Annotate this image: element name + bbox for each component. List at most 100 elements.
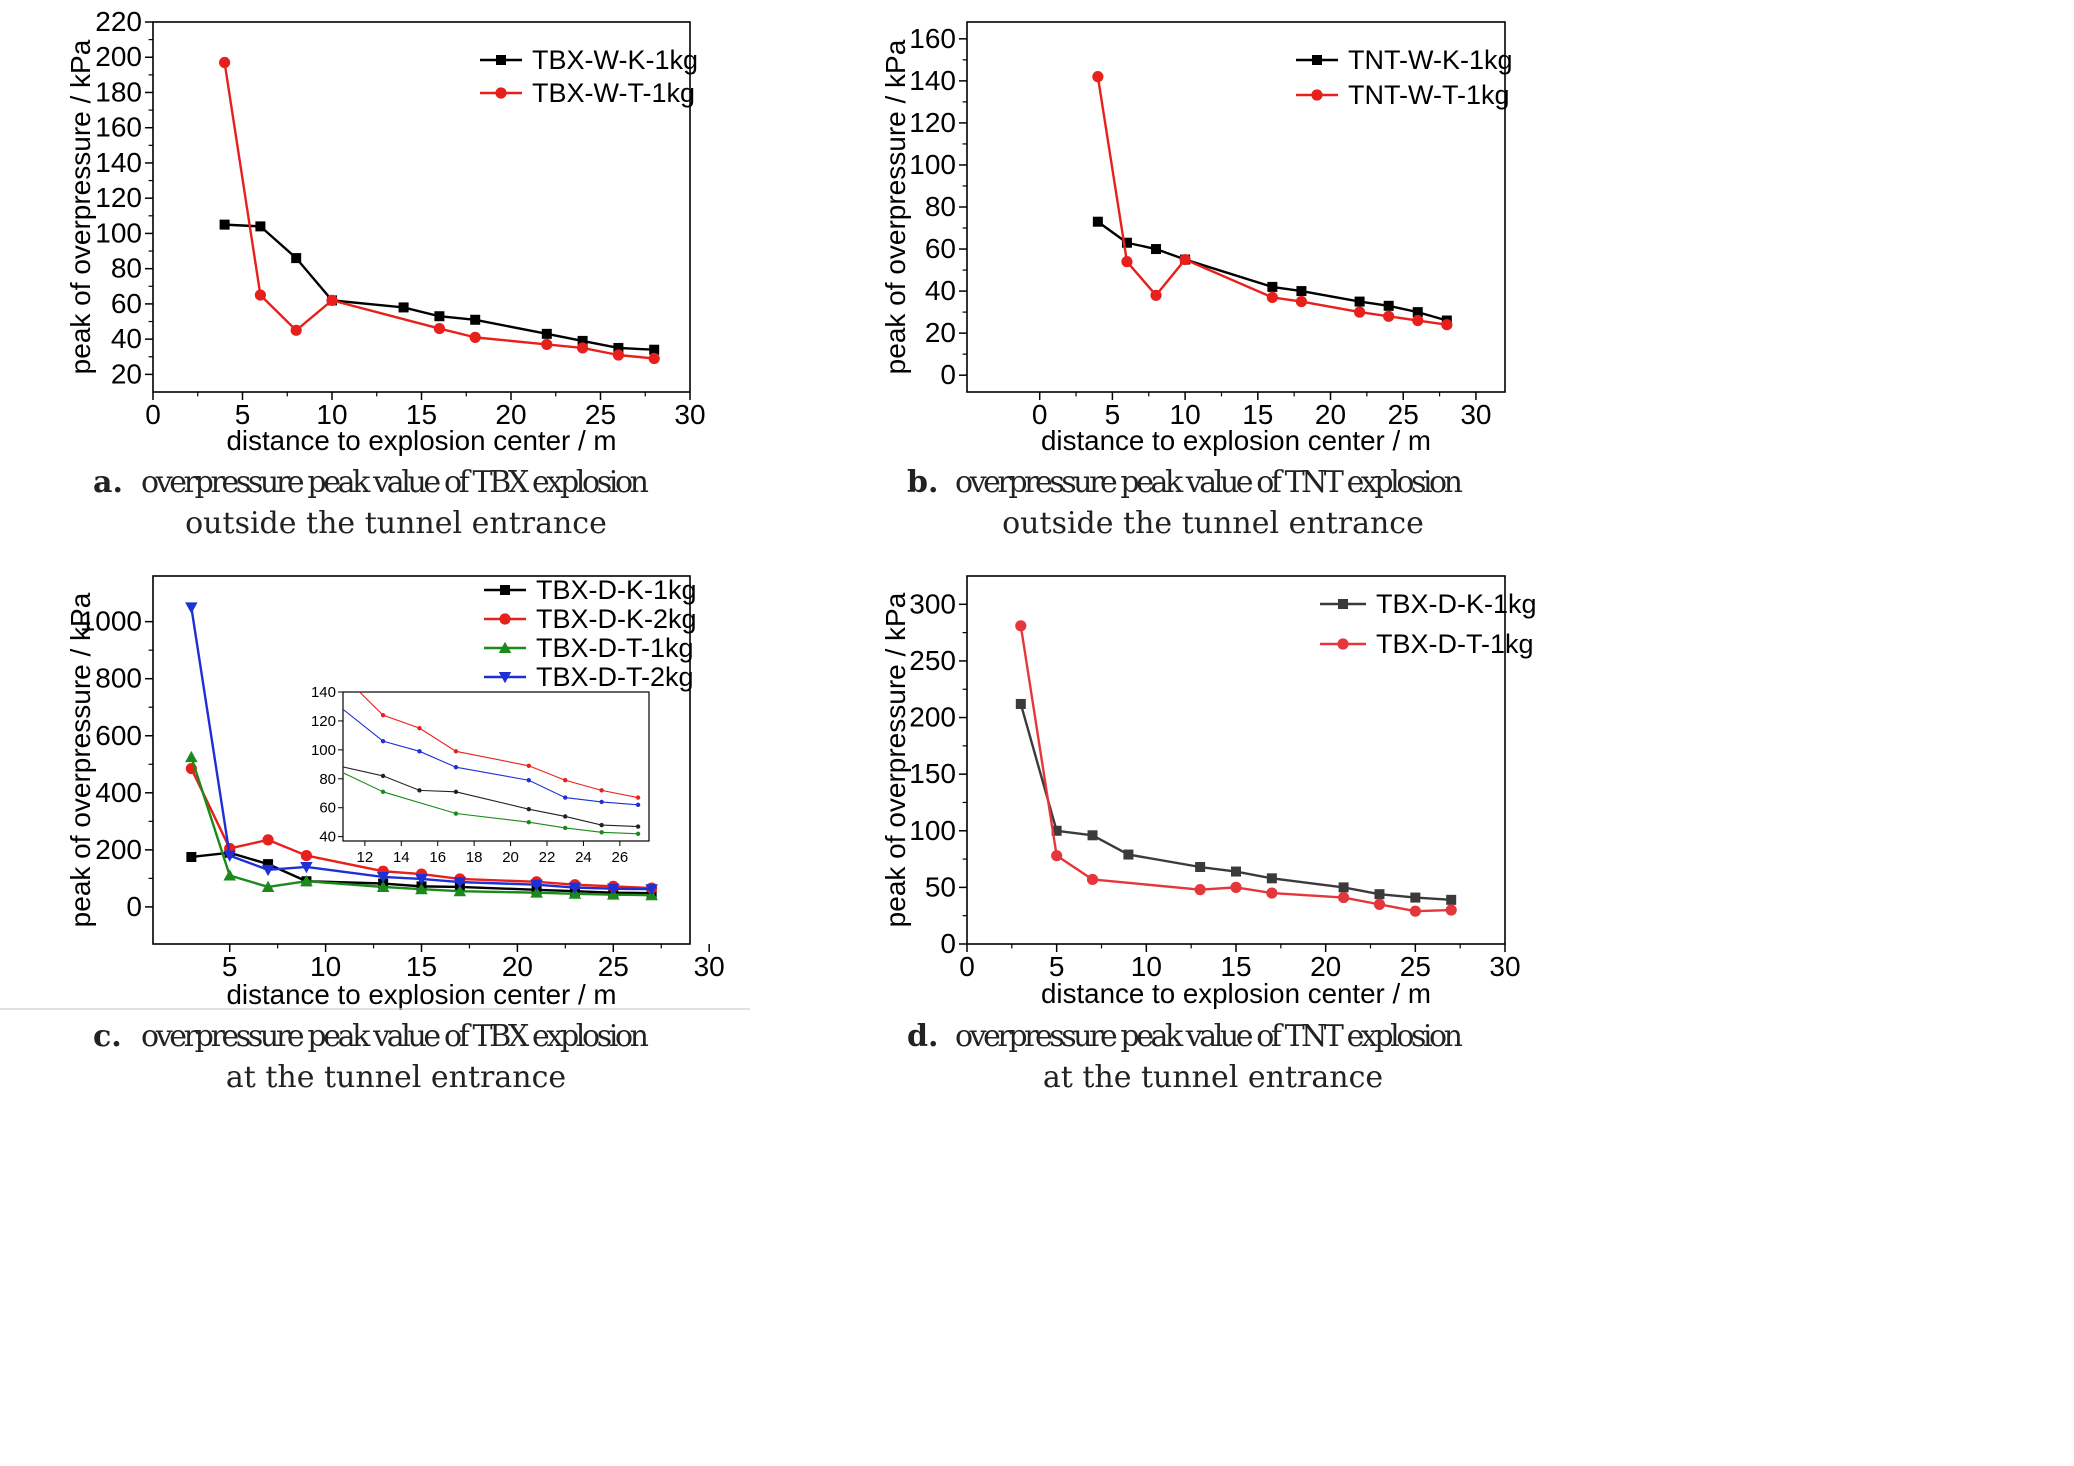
x-tick-label: 15 [406, 399, 437, 430]
legend-label: TBX-D-T-1kg [536, 633, 694, 663]
x-tick-label: 15 [1242, 399, 1273, 430]
data-point-s1 [255, 221, 266, 232]
inset-y-tick-label: 100 [311, 742, 336, 759]
data-point-s4 [261, 864, 275, 877]
caption-line-1: overpressure peak value of TBX explosion [141, 465, 649, 500]
y-tick-label: 600 [95, 720, 142, 751]
inset-point-s3 [563, 825, 568, 831]
data-point-s1 [1446, 894, 1457, 905]
y-tick-label: 180 [95, 76, 142, 107]
data-point-s1 [1015, 698, 1026, 709]
legend-marker [1311, 89, 1323, 101]
data-point-s1 [1195, 862, 1206, 873]
inset-x-tick-label: 14 [393, 849, 410, 866]
y-tick-label: 40 [925, 275, 956, 306]
data-point-s3 [185, 750, 198, 763]
data-point-s2 [1051, 850, 1063, 862]
inset-point-s2 [563, 778, 568, 783]
data-point-s4 [530, 879, 543, 891]
caption-letter: b. [907, 465, 938, 500]
inset-x-tick-label: 24 [575, 849, 592, 866]
data-point-s2 [433, 322, 445, 335]
x-tick-label: 30 [674, 399, 705, 430]
x-tick-label: 15 [1220, 951, 1251, 982]
caption-line-2: at the tunnel entrance [1043, 1060, 1383, 1095]
data-point-s1 [470, 314, 481, 325]
legend-label: TBX-W-T-1kg [532, 78, 695, 108]
data-point-s2 [1194, 884, 1206, 896]
data-point-s2 [612, 349, 625, 361]
y-tick-label: 50 [925, 871, 956, 902]
inset-series-line-1 [343, 766, 639, 828]
data-point-s2 [1409, 905, 1421, 917]
data-point-s1 [1123, 849, 1134, 860]
inset-point-s3 [453, 811, 459, 816]
legend-label: TBX-D-K-1kg [536, 575, 697, 605]
y-tick-label: 60 [925, 233, 956, 264]
data-point-s2 [469, 331, 481, 343]
series-line-2 [223, 62, 655, 360]
inset-point-s4 [563, 795, 568, 800]
y-tick-label: 250 [909, 645, 956, 676]
data-point-s2 [1266, 291, 1278, 303]
data-point-s1 [186, 851, 197, 862]
series-line-1 [1097, 220, 1448, 322]
legend-label: TBX-W-K-1kg [532, 45, 698, 75]
y-tick-label: 200 [95, 834, 142, 865]
x-axis-label: distance to explosion center / m [227, 979, 617, 1010]
data-point-s1 [1267, 281, 1278, 292]
data-point-s1 [577, 335, 588, 346]
y-tick-label: 220 [95, 6, 142, 37]
x-tick-label: 30 [694, 951, 725, 982]
inset-point-s4 [526, 778, 531, 783]
data-point-s2 [290, 324, 302, 336]
data-point-s4 [185, 602, 198, 614]
x-tick-label: 5 [1105, 399, 1121, 430]
data-point-s1 [541, 328, 552, 339]
y-tick-label: 100 [909, 149, 956, 180]
y-tick-label: 120 [95, 182, 142, 213]
caption-letter: d. [907, 1019, 938, 1054]
data-point-s2 [1353, 306, 1366, 318]
inset-point-s1 [635, 824, 641, 829]
data-point-s3 [300, 874, 313, 887]
inset-point-s3 [526, 819, 531, 825]
legend-marker [498, 672, 512, 684]
x-tick-label: 20 [1315, 399, 1346, 430]
y-tick-label: 40 [111, 323, 142, 354]
y-tick-label: 0 [126, 891, 142, 922]
data-point-s1 [1374, 889, 1385, 900]
x-tick-label: 30 [1489, 951, 1520, 982]
x-tick-label: 5 [1049, 951, 1065, 982]
data-point-s2 [1383, 310, 1395, 322]
y-tick-label: 160 [909, 23, 956, 54]
data-point-s2 [1015, 620, 1027, 632]
data-point-s3 [261, 880, 275, 892]
data-point-s1 [1231, 866, 1241, 877]
legend-marker [499, 613, 511, 625]
y-tick-label: 800 [95, 663, 142, 694]
data-point-s2 [1338, 891, 1350, 904]
x-tick-label: 25 [585, 399, 616, 430]
y-axis-label: peak of overpressure / kPa [880, 592, 911, 927]
y-tick-label: 20 [925, 317, 956, 348]
data-point-s2 [1441, 319, 1453, 331]
inset-y-tick-label: 60 [319, 800, 336, 817]
x-tick-label: 25 [1388, 399, 1419, 430]
inset-point-s1 [417, 788, 422, 793]
legend-marker [500, 585, 510, 595]
inset-point-s4 [453, 765, 459, 770]
inset-point-s2 [599, 788, 604, 793]
data-point-s1 [1151, 244, 1162, 255]
y-tick-label: 160 [95, 112, 142, 143]
inset-point-s3 [380, 789, 386, 795]
y-tick-label: 150 [909, 758, 956, 789]
inset-point-s4 [380, 738, 386, 744]
data-point-s2 [254, 289, 266, 301]
data-point-s4 [453, 877, 467, 889]
y-tick-label: 20 [111, 358, 142, 389]
inset-x-tick-label: 20 [502, 849, 519, 866]
data-point-s2 [648, 352, 660, 365]
